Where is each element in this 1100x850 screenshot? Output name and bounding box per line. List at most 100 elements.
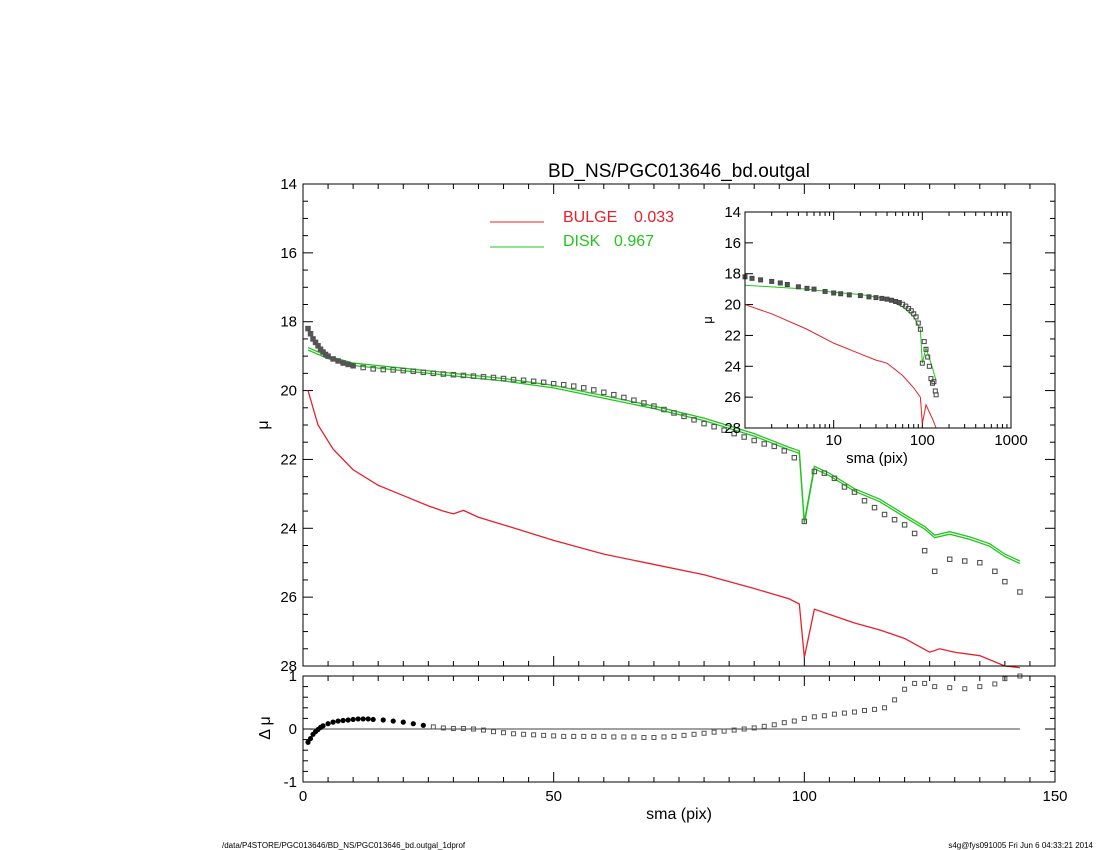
observed-data-point — [946, 556, 953, 563]
inset-observed-point — [822, 288, 828, 294]
inset-observed-point — [925, 354, 931, 360]
observed-data-point — [440, 371, 447, 377]
residual-y-tick-label: 0 — [289, 721, 297, 738]
residual-point — [521, 731, 527, 737]
inset-observed-point — [866, 294, 872, 300]
main-y-tick-label: 26 — [280, 589, 297, 606]
residual-point — [601, 733, 607, 739]
observed-data-point — [460, 372, 467, 379]
observed-data-point — [335, 358, 341, 364]
legend-bulge-label: BULGE — [563, 209, 617, 226]
residual-point — [701, 730, 707, 736]
observed-data-point — [601, 389, 607, 396]
inset-observed-point — [804, 285, 810, 291]
observed-data-point — [520, 377, 527, 383]
legend-bulge-value: 0.033 — [634, 209, 674, 226]
observed-data-point — [390, 367, 396, 373]
inset-observed-point — [928, 376, 934, 382]
main-y-tick-label: 28 — [280, 658, 297, 675]
inset-y-tick-label: 22 — [724, 327, 741, 344]
residual-point — [992, 681, 998, 687]
observed-data-point — [591, 387, 597, 393]
residual-point — [861, 707, 867, 713]
residual-point — [355, 716, 361, 722]
observed-data-point — [811, 468, 818, 475]
observed-data-point — [977, 559, 983, 566]
bulge-line — [307, 390, 1020, 669]
observed-data-point — [891, 516, 898, 523]
observed-data-point — [540, 379, 547, 386]
inset-observed-point — [923, 346, 929, 352]
residual-point — [551, 733, 557, 739]
observed-data-point — [721, 427, 727, 433]
chart-title: BD_NS/PGC013646_bd.outgal — [548, 161, 810, 182]
inset-observed-point — [777, 280, 783, 286]
inset-y-tick-label: 20 — [724, 297, 741, 314]
residual-point — [581, 733, 587, 739]
residual-point — [531, 732, 537, 738]
residual-point — [821, 713, 827, 719]
residual-point — [380, 717, 386, 723]
main-y-axis-label: μ — [255, 420, 272, 429]
observed-data-point — [340, 360, 346, 366]
observed-data-point — [921, 547, 928, 554]
residual-point — [831, 711, 837, 717]
inset-observed-point — [811, 286, 817, 292]
inset-observed-point — [913, 314, 919, 320]
observed-data-point — [400, 367, 407, 374]
inset-observed-point — [921, 339, 927, 345]
observed-data-point — [410, 368, 417, 375]
legend-disk-value: 0.967 — [614, 233, 654, 250]
residual-point — [470, 726, 476, 732]
residual-point — [801, 715, 807, 721]
residual-point — [771, 722, 777, 728]
inset-x-tick-label: 10 — [825, 432, 842, 449]
residual-y-axis-label: Δ μ — [257, 716, 274, 739]
inset-y-tick-label: 16 — [724, 235, 741, 252]
residual-y-tick-label: 1 — [289, 668, 297, 685]
residual-point — [892, 697, 898, 703]
residual-point — [641, 734, 647, 740]
inset-observed-point — [919, 360, 925, 366]
observed-data-point — [350, 363, 356, 369]
residual-point — [335, 718, 341, 724]
observed-data-point — [731, 430, 737, 437]
observed-data-point — [480, 374, 487, 380]
observed-data-point — [611, 391, 617, 398]
observed-data-point — [580, 385, 587, 391]
observed-data-point — [641, 400, 647, 406]
observed-data-point — [560, 381, 567, 388]
residual-point — [621, 734, 627, 740]
residual-point — [872, 706, 878, 712]
observed-data-point — [360, 364, 366, 371]
inset-observed-point — [758, 277, 764, 283]
observed-data-point — [550, 380, 557, 387]
residual-point — [741, 726, 747, 732]
residual-point — [345, 717, 351, 723]
inset-observed-point — [917, 326, 923, 332]
residual-point — [661, 734, 667, 740]
residual-point — [450, 725, 456, 731]
observed-data-point — [621, 394, 627, 401]
residual-point — [480, 727, 486, 733]
residual-point — [631, 734, 637, 740]
observed-data-point — [671, 410, 677, 416]
residual-plot-frame — [302, 675, 1056, 783]
main-profile-panel: 14 16 18 20 22 24 26 28 μ BULGE 0.033 DISK 0.96… — [255, 176, 1056, 675]
residual-point — [320, 723, 326, 729]
x-tick-label: 50 — [545, 788, 562, 805]
observed-data-point — [370, 366, 376, 372]
residual-point — [611, 734, 617, 740]
residual-point — [307, 735, 314, 742]
residual-point — [751, 725, 757, 731]
inset-y-tick-label: 14 — [724, 204, 741, 221]
residual-point — [491, 729, 497, 735]
residual-point — [781, 720, 787, 726]
observed-data-point — [330, 356, 336, 362]
residual-point — [851, 709, 857, 715]
inset-observed-point — [931, 379, 937, 385]
residual-point — [440, 725, 446, 731]
observed-data-point — [751, 437, 757, 444]
footer-timestamp: s4g@fys091005 Fri Jun 6 04:33:21 2014 — [948, 841, 1093, 850]
